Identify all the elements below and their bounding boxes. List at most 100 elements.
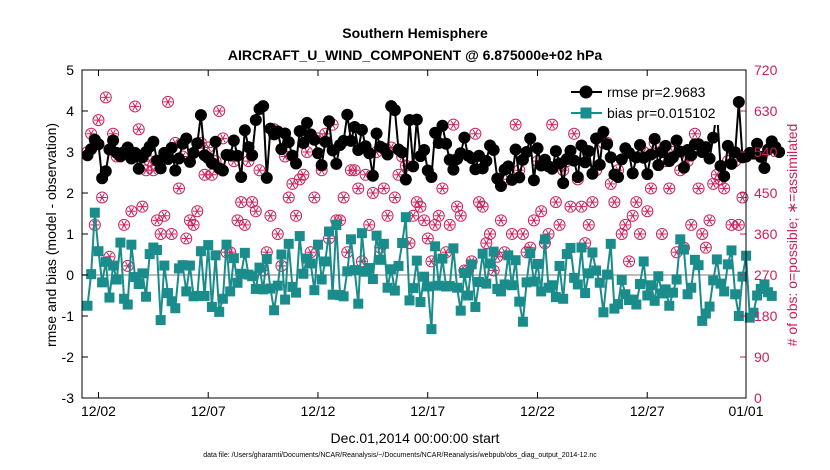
bias-point <box>287 281 298 292</box>
bias-point <box>591 265 602 276</box>
rmse-point <box>436 119 449 132</box>
rmse-point <box>773 146 786 158</box>
bias-point <box>635 279 646 290</box>
obs-assimilated-point <box>434 211 444 220</box>
rmse-point <box>355 123 368 136</box>
bias-point <box>349 265 360 276</box>
obs-assimilated-point <box>93 115 103 125</box>
obs-possible-point <box>608 196 621 209</box>
rmse-point <box>659 139 672 152</box>
bias-point <box>664 300 675 311</box>
rmse-point <box>319 135 332 148</box>
legend-bias-marker <box>580 107 592 119</box>
bias-point <box>693 260 704 271</box>
obs-assimilated-point <box>152 216 162 225</box>
obs-possible-point <box>509 118 522 131</box>
rmse-point <box>579 156 592 169</box>
rmse-point <box>147 135 160 148</box>
bias-point <box>481 278 492 289</box>
bias-point <box>133 279 144 290</box>
right-y-tick-label: 90 <box>754 349 770 365</box>
bias-point <box>356 228 367 239</box>
rmse-point <box>235 171 248 184</box>
bias-point <box>616 274 627 285</box>
bias-point <box>682 289 693 300</box>
rmse-point <box>440 137 453 150</box>
obs-assimilated-point <box>130 102 140 111</box>
bias-point <box>137 268 148 279</box>
obs-possible-point <box>92 114 105 127</box>
bias-point <box>459 267 470 278</box>
obs-possible-point <box>297 168 310 181</box>
bias-point <box>748 307 759 318</box>
rmse-point <box>169 164 182 177</box>
x-axis-label: Dec.01,2014 00:00:00 start <box>331 430 500 446</box>
rmse-point <box>502 160 515 173</box>
obs-assimilated-point <box>214 106 224 116</box>
obs-possible-point <box>377 182 390 195</box>
obs-possible-point <box>132 123 145 136</box>
bias-point <box>323 226 334 237</box>
obs-possible-point <box>421 232 434 245</box>
obs-possible-point <box>696 228 709 240</box>
bias-point <box>444 281 455 292</box>
bias-point <box>261 254 272 265</box>
obs-assimilated-point <box>576 202 586 211</box>
right-y-tick-label: 0 <box>754 390 762 406</box>
obs-assimilated-point <box>478 202 488 211</box>
obs-assimilated-point <box>569 129 579 138</box>
obs-possible-point <box>172 182 185 195</box>
rmse-point <box>564 144 577 157</box>
rmse-point <box>751 137 764 150</box>
bias-point <box>386 264 397 275</box>
bias-point <box>430 241 441 252</box>
bias-point <box>89 207 100 218</box>
rmse-point <box>714 159 727 172</box>
bias-point <box>488 246 499 257</box>
obs-assimilated-point <box>412 197 422 207</box>
bias-point <box>400 212 411 223</box>
axis-ticks: -3-2-101234509018027036045054063072012/0… <box>62 62 778 419</box>
bias-point <box>353 298 364 309</box>
bias-point <box>455 305 466 316</box>
rmse-point <box>597 125 610 138</box>
bias-point <box>419 271 430 282</box>
bias-point <box>521 277 532 288</box>
rmse-point <box>344 134 357 147</box>
obs-assimilated-point <box>474 197 484 207</box>
obs-possible-point <box>476 200 489 213</box>
left-y-tick-label: 2 <box>66 185 74 201</box>
obs-possible-point <box>118 218 131 231</box>
obs-assimilated-point <box>251 207 261 216</box>
bias-point <box>689 254 700 265</box>
bias-point <box>554 260 565 271</box>
left-y-tick-label: -2 <box>62 349 75 365</box>
bias-point <box>437 253 448 264</box>
rmse-point <box>165 141 178 154</box>
obs-assimilated-point <box>163 97 173 107</box>
obs-possible-point <box>655 228 668 240</box>
rmse-point <box>601 138 614 151</box>
legend-rmse-label: rmse pr=2.9683 <box>607 84 706 100</box>
bias-point <box>108 260 119 271</box>
obs-possible-point <box>161 95 174 108</box>
rmse-point <box>685 149 698 162</box>
rmse-point <box>425 171 438 184</box>
bias-point <box>221 239 232 250</box>
obs-possible-point <box>158 209 171 222</box>
bias-point <box>389 285 400 296</box>
obs-assimilated-point <box>481 238 491 248</box>
obs-assimilated-point <box>628 211 638 220</box>
obs-possible-point <box>271 228 284 240</box>
bias-point <box>305 258 316 269</box>
bias-point <box>166 296 177 307</box>
obs-assimilated-point <box>233 216 243 225</box>
rmse-point <box>301 116 314 129</box>
rmse-point <box>725 157 738 170</box>
obs-assimilated-point <box>192 207 202 216</box>
rmse-point <box>399 173 412 186</box>
bias-point <box>583 268 594 279</box>
obs-possible-point <box>454 209 467 222</box>
bias-point <box>565 242 576 253</box>
obs-possible-point <box>125 205 138 218</box>
